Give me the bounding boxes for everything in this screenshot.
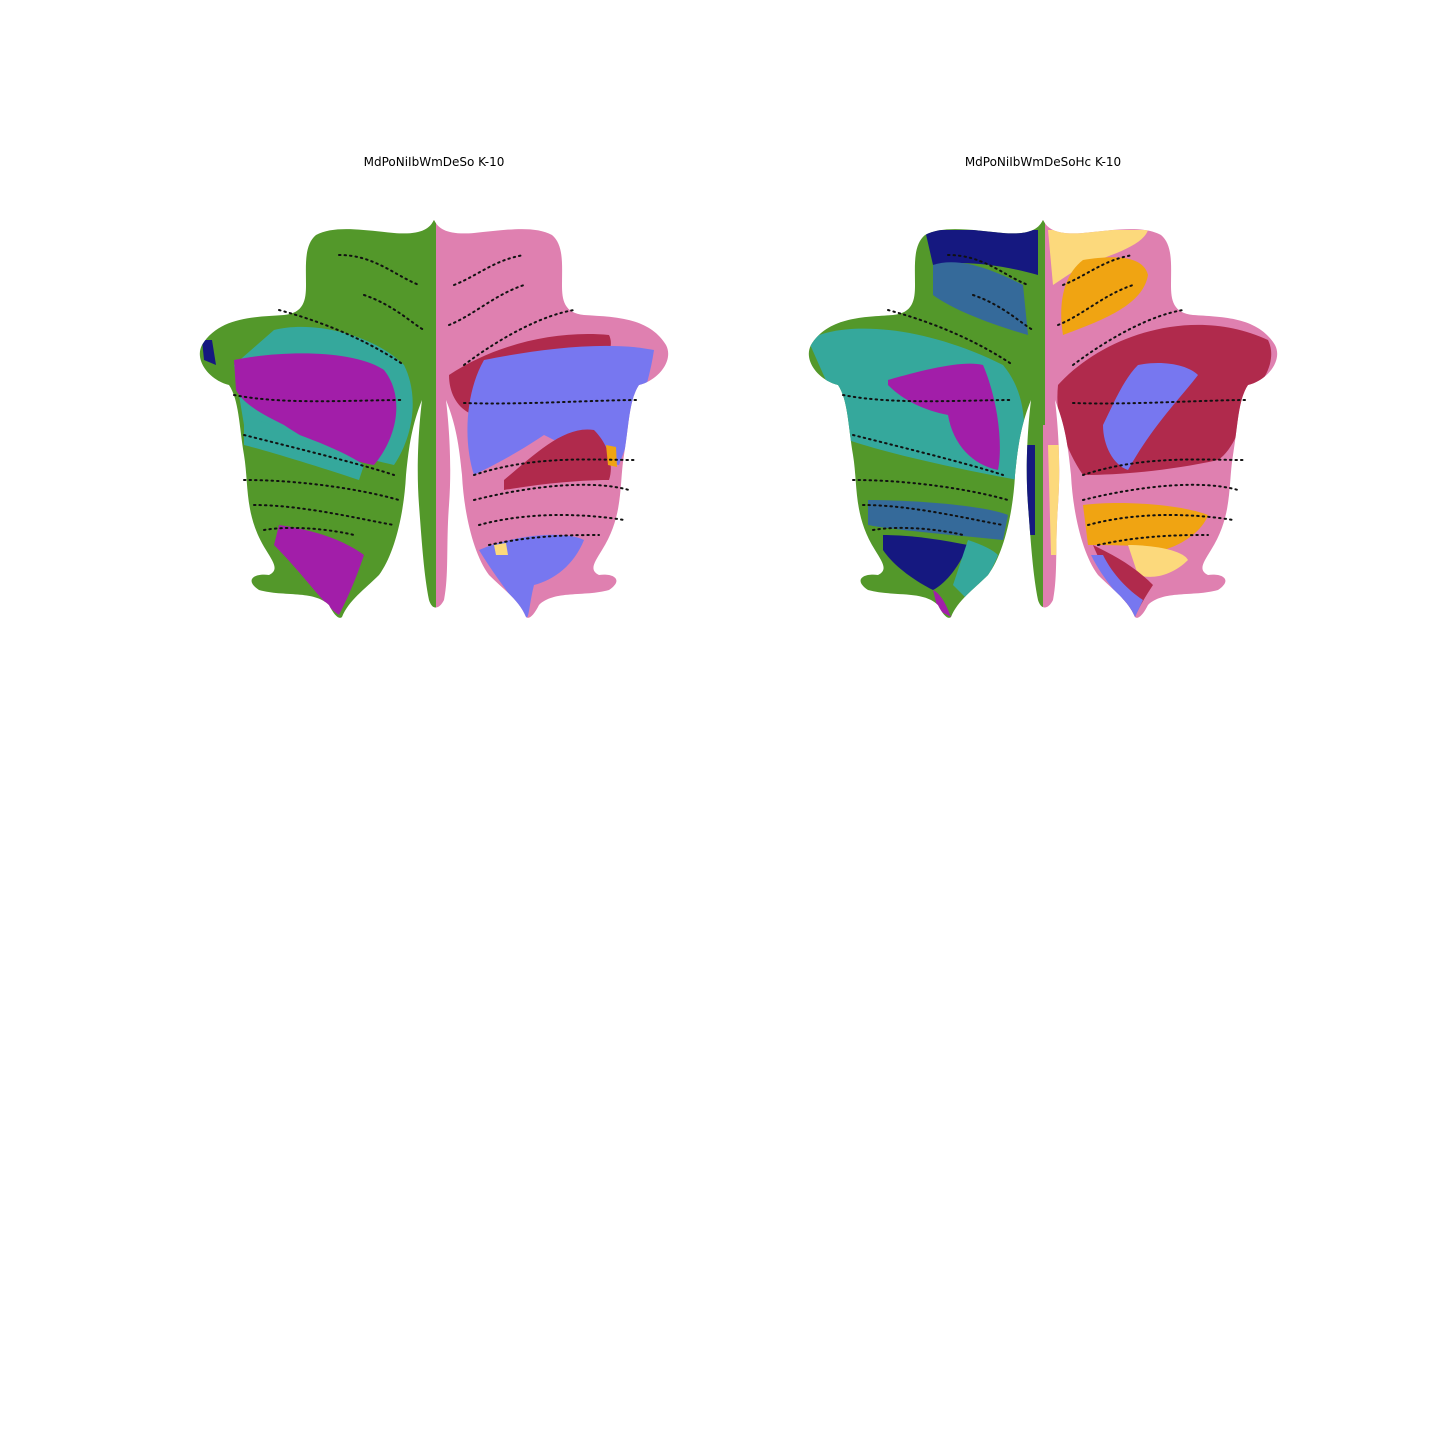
parcel-teal-lower xyxy=(244,415,364,480)
parcel-steelblue-top xyxy=(933,262,1028,335)
parcel-magenta xyxy=(888,363,1000,470)
parcel-magenta-bottom xyxy=(933,590,951,617)
panel-1-flatmap xyxy=(199,220,669,618)
midline xyxy=(432,220,436,618)
parcel-teal-low xyxy=(953,540,998,600)
parcel-periwinkle xyxy=(1103,363,1198,470)
panel-2-title: MdPoNiIbWmDeSoHc K-10 xyxy=(964,155,1122,169)
parcel-navy-top xyxy=(925,230,1038,275)
parcel-periwinkle-low xyxy=(1091,555,1143,617)
parcel-magenta xyxy=(234,353,397,465)
parcel-magenta-lower xyxy=(274,525,364,615)
panel-2-flatmap xyxy=(808,220,1278,618)
parcel-navy-edge xyxy=(202,340,216,365)
parcel-yellow-low xyxy=(1128,545,1188,577)
panel-1-title: MdPoNiIbWmDeSo K-10 xyxy=(363,155,505,169)
parcel-orange-top xyxy=(1061,257,1148,335)
parcel-yellow xyxy=(494,543,508,555)
parcel-periwinkle xyxy=(467,345,654,475)
parcel-crimson-2 xyxy=(504,429,611,490)
lobule-boundaries xyxy=(233,254,640,546)
parcel-periwinkle-lower xyxy=(479,534,584,618)
parcel-steelblue-low xyxy=(868,500,1008,540)
parcel-navy-low xyxy=(883,535,968,590)
lobule-boundaries xyxy=(842,254,1249,546)
parcel-navy-vermis xyxy=(1025,445,1035,535)
midline xyxy=(1041,220,1045,425)
parcel-orange xyxy=(606,445,617,467)
